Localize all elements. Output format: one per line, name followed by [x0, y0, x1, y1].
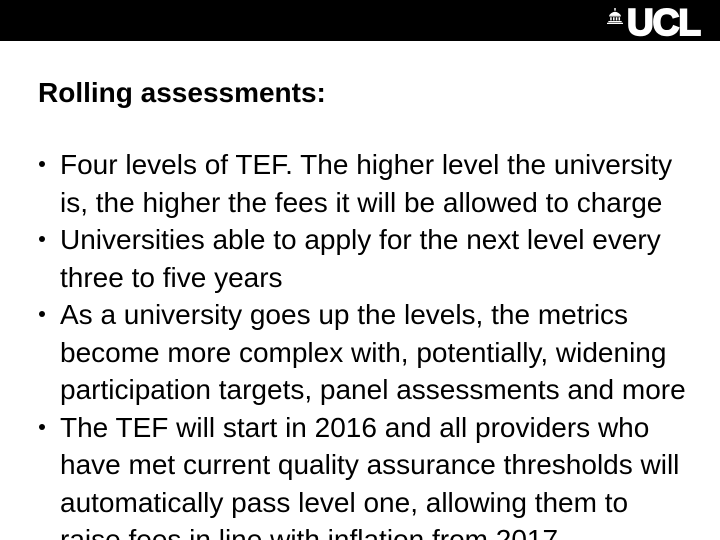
bullet-list: Four levels of TEF. The higher level the… — [38, 146, 690, 540]
bullet-item: Universities able to apply for the next … — [38, 221, 690, 296]
header-bar: UCL — [0, 0, 720, 43]
bullet-text: As a university goes up the levels, the … — [60, 299, 686, 405]
slide-title: Rolling assessments: — [38, 77, 326, 108]
bullet-icon — [39, 161, 45, 167]
bullet-item: Four levels of TEF. The higher level the… — [38, 146, 690, 221]
bullet-text: Four levels of TEF. The higher level the… — [60, 149, 673, 218]
bullet-icon — [39, 236, 45, 242]
ucl-portico-icon — [606, 4, 627, 29]
ucl-logo-text: UCL — [626, 2, 702, 43]
bullet-text: The TEF will start in 2016 and all provi… — [60, 411, 680, 540]
bullet-text: Universities able to apply for the next … — [60, 224, 661, 293]
bullet-item: As a university goes up the levels, the … — [38, 296, 690, 409]
bullet-icon — [39, 423, 45, 430]
bullet-item: The TEF will start in 2016 and all provi… — [38, 409, 690, 540]
bullet-icon — [39, 311, 45, 317]
ucl-logo: UCL — [606, 2, 702, 43]
